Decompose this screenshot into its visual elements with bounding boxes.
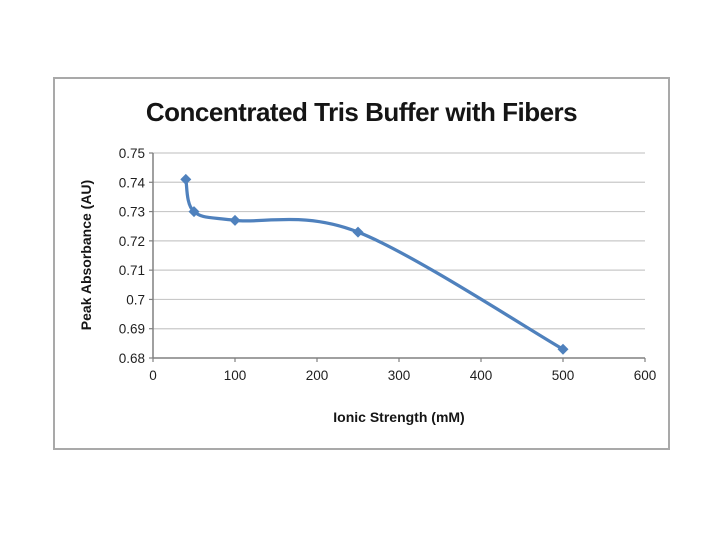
y-tick-label: 0.68 (119, 351, 145, 366)
data-point-marker (352, 226, 364, 238)
data-point-marker (188, 206, 200, 218)
y-tick-label: 0.69 (119, 322, 145, 337)
chart-title: Concentrated Tris Buffer with Fibers (145, 97, 578, 127)
data-point-marker (229, 214, 241, 226)
y-axis-title: Peak Absorbance (AU) (78, 179, 94, 331)
series-line (184, 177, 565, 351)
y-tick-label: 0.73 (119, 205, 145, 220)
y-tick-label: 0.75 (119, 146, 145, 161)
y-tick-label: 0.7 (126, 292, 145, 307)
y-tick-label: 0.71 (119, 263, 145, 278)
x-tick-label: 0 (149, 368, 157, 383)
x-tick-label: 300 (388, 368, 411, 383)
x-tick-label: 400 (470, 368, 493, 383)
x-tick-label: 100 (224, 368, 247, 383)
chart-frame: Concentrated Tris Buffer with Fibers 0.6… (53, 77, 670, 450)
x-tick-label: 500 (552, 368, 575, 383)
data-point-marker (557, 343, 569, 355)
x-tick-label: 200 (306, 368, 329, 383)
y-tick-label: 0.72 (119, 234, 145, 249)
y-tick-label: 0.74 (119, 175, 146, 190)
x-tick-label: 600 (634, 368, 657, 383)
x-axis-title: Ionic Strength (mM) (333, 409, 465, 425)
plot-area: 0.68 0.69 0.7 0.71 0.72 0.73 0.74 0.75 0 100 200 30… (119, 146, 657, 383)
data-point-marker (180, 173, 192, 185)
